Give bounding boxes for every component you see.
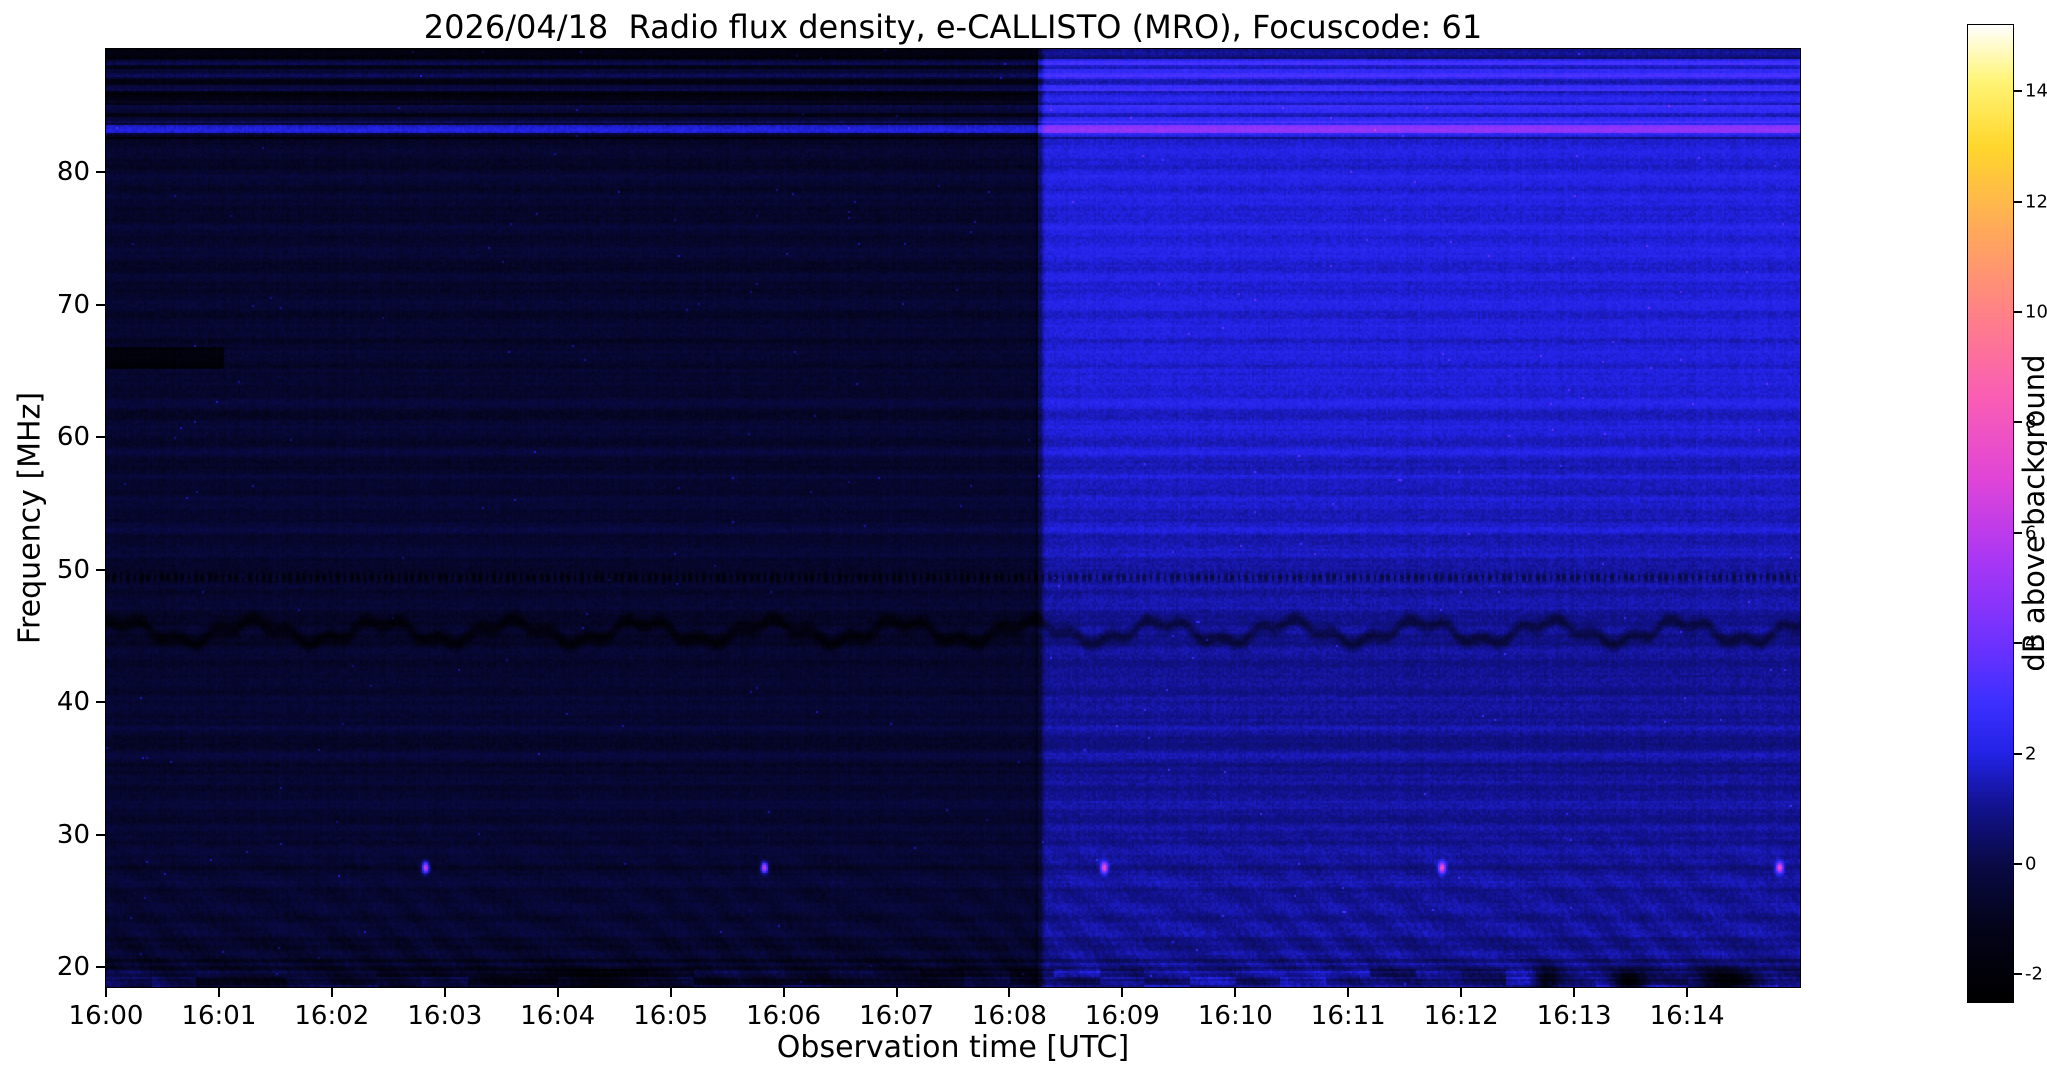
x-tick-mark	[895, 988, 898, 997]
colorbar-tick-mark	[2014, 973, 2022, 976]
x-tick-label: 16:07	[859, 1001, 934, 1031]
colorbar-tick-label: 14	[2025, 80, 2047, 102]
y-tick-label: 30	[56, 819, 90, 850]
x-tick-mark	[1686, 988, 1689, 997]
colorbar-tick-mark	[2014, 752, 2022, 755]
x-tick-mark	[330, 988, 333, 997]
x-tick-label: 16:05	[633, 1001, 709, 1031]
y-tick-mark	[96, 171, 105, 174]
x-tick-label: 16:13	[1536, 1001, 1612, 1031]
y-axis-label: Frequency [MHz]	[12, 391, 48, 645]
y-tick-label: 50	[56, 554, 90, 585]
colorbar-tick-mark	[2014, 531, 2022, 534]
colorbar-tick-mark	[2014, 90, 2022, 93]
y-tick-mark	[96, 568, 105, 571]
x-tick-mark	[443, 988, 446, 997]
x-tick-label: 16:02	[294, 1001, 370, 1031]
x-tick-mark	[217, 988, 220, 997]
x-tick-label: 16:12	[1423, 1001, 1499, 1031]
colorbar-tick-mark	[2014, 311, 2022, 314]
x-tick-label: 16:08	[971, 1001, 1047, 1031]
x-tick-mark	[1573, 988, 1576, 997]
y-tick-label: 80	[56, 157, 90, 188]
colorbar-tick-label: 10	[2025, 301, 2047, 323]
x-tick-label: 16:06	[746, 1001, 822, 1031]
colorbar-tick-label: 8	[2025, 411, 2037, 433]
x-tick-mark	[1234, 988, 1237, 997]
x-tick-label: 16:01	[181, 1001, 257, 1031]
x-tick-mark	[1121, 988, 1124, 997]
x-tick-label: 16:14	[1649, 1001, 1725, 1031]
x-tick-label: 16:00	[68, 1001, 144, 1031]
colorbar-label: dB above background	[2017, 354, 2047, 672]
y-tick-mark	[96, 701, 105, 704]
spectrogram-canvas	[105, 48, 1801, 988]
colorbar-tick-label: -2	[2025, 963, 2043, 985]
x-tick-mark	[669, 988, 672, 997]
x-axis-label: Observation time [UTC]	[776, 1030, 1130, 1065]
x-tick-mark	[1460, 988, 1463, 997]
colorbar-tick-mark	[2014, 421, 2022, 424]
colorbar-tick-label: 0	[2025, 853, 2037, 875]
chart-title: 2026/04/18 Radio flux density, e-CALLIST…	[423, 8, 1483, 46]
x-tick-mark	[105, 988, 107, 997]
y-tick-label: 20	[56, 952, 90, 983]
x-tick-label: 16:10	[1197, 1001, 1273, 1031]
y-tick-label: 70	[56, 289, 90, 320]
x-tick-mark	[782, 988, 785, 997]
colorbar-tick-mark	[2014, 200, 2022, 203]
x-tick-mark	[1008, 988, 1011, 997]
y-tick-mark	[96, 303, 105, 306]
colorbar-tick-label: 2	[2025, 743, 2037, 765]
colorbar-canvas	[1967, 24, 2014, 1003]
x-tick-mark	[556, 988, 559, 997]
colorbar-tick-label: 4	[2025, 632, 2037, 654]
x-tick-mark	[1347, 988, 1350, 997]
y-tick-mark	[96, 966, 105, 969]
colorbar-tick-mark	[2014, 642, 2022, 645]
y-tick-label: 40	[56, 687, 90, 718]
colorbar-tick-mark	[2014, 863, 2022, 865]
colorbar-tick-label: 12	[2025, 191, 2047, 213]
x-tick-label: 16:04	[520, 1001, 596, 1031]
x-tick-label: 16:11	[1310, 1001, 1386, 1031]
x-tick-label: 16:09	[1084, 1001, 1160, 1031]
y-tick-mark	[96, 833, 105, 836]
x-tick-label: 16:03	[407, 1001, 483, 1031]
y-tick-mark	[96, 436, 105, 439]
colorbar-tick-label: 6	[2025, 522, 2037, 544]
y-tick-label: 60	[56, 422, 90, 453]
